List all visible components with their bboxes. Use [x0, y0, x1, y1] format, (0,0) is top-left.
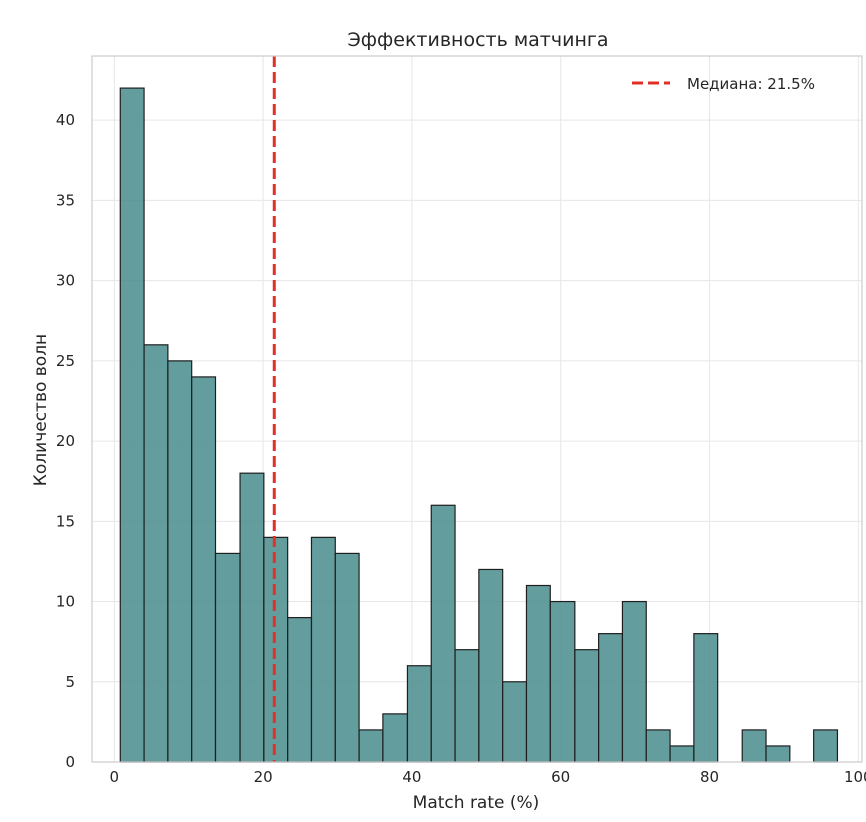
histogram-bar: [358, 729, 384, 763]
plot-frame: [91, 55, 863, 763]
histogram-bar: [119, 87, 145, 763]
legend: Медиана: 21.5%: [632, 75, 815, 93]
y-tick-label: 0: [65, 753, 75, 771]
histogram-bar: [430, 504, 456, 763]
histogram-bar: [406, 665, 432, 763]
y-tick-label: 35: [56, 191, 75, 209]
y-tick-label: 5: [65, 673, 75, 691]
y-axis-label: Количество волн: [31, 334, 51, 486]
histogram-bar: [239, 472, 265, 763]
histogram-bar: [813, 729, 839, 763]
histogram-bar: [621, 600, 647, 763]
histogram-bar: [741, 729, 767, 763]
x-tick-label: 100: [844, 768, 866, 786]
histogram-bar: [765, 745, 791, 763]
histogram-bar: [167, 360, 193, 763]
y-axis-ticks: 0 5 10 15 20 25 30 35 40: [56, 111, 75, 771]
grid-lines: [92, 56, 862, 763]
histogram-bar: [382, 713, 409, 763]
y-tick-label: 15: [56, 512, 75, 530]
y-tick-label: 10: [56, 593, 75, 611]
y-tick-label: 30: [56, 272, 75, 290]
histogram-bar: [143, 344, 169, 763]
histogram-bar: [310, 536, 336, 763]
x-axis-label: Match rate (%): [413, 793, 540, 813]
histogram-bar: [598, 633, 624, 763]
histogram-bar: [191, 376, 217, 763]
histogram-bar: [334, 552, 360, 763]
bars: [119, 87, 839, 763]
histogram-bar: [214, 552, 241, 763]
x-tick-label: 40: [402, 768, 421, 786]
y-tick-label: 25: [56, 352, 75, 370]
x-tick-label: 20: [254, 768, 273, 786]
histogram-bar: [669, 745, 695, 763]
histogram-bar: [693, 633, 719, 763]
y-tick-label: 40: [56, 111, 75, 129]
x-tick-label: 60: [551, 768, 570, 786]
x-tick-label: 80: [700, 768, 719, 786]
x-axis-ticks: 0 20 40 60 80 100: [110, 768, 866, 786]
histogram-bar: [525, 584, 551, 763]
chart-title: Эффективность матчинга: [348, 29, 609, 51]
histogram-bar: [549, 600, 576, 763]
legend-median-label: Медиана: 21.5%: [687, 75, 815, 93]
histogram-bar: [454, 649, 480, 763]
histogram-bar: [287, 616, 313, 763]
histogram-bar: [478, 568, 504, 763]
x-tick-label: 0: [110, 768, 120, 786]
histogram-bar: [574, 649, 600, 763]
y-tick-label: 20: [56, 432, 75, 450]
histogram-bar: [645, 729, 671, 763]
histogram-bar: [502, 681, 528, 763]
